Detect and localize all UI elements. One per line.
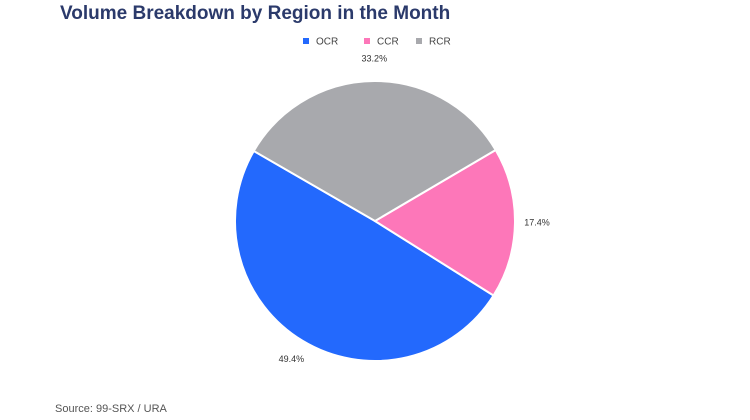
legend-swatch bbox=[303, 38, 309, 44]
source-note: Source: 99-SRX / URA bbox=[55, 403, 168, 415]
legend-label: RCR bbox=[429, 37, 451, 48]
data-label: 17.4% bbox=[524, 218, 550, 228]
chart-title: Volume Breakdown by Region in the Month bbox=[60, 3, 450, 24]
data-label: 49.4% bbox=[279, 354, 305, 364]
pie-slice bbox=[252, 80, 498, 223]
legend-swatch bbox=[364, 38, 370, 44]
legend-label: CCR bbox=[377, 37, 399, 48]
legend-swatch bbox=[416, 38, 422, 44]
data-label: 33.2% bbox=[362, 53, 388, 63]
pie-slice bbox=[234, 149, 495, 362]
legend-label: OCR bbox=[316, 37, 338, 48]
pie-slice bbox=[373, 148, 516, 297]
